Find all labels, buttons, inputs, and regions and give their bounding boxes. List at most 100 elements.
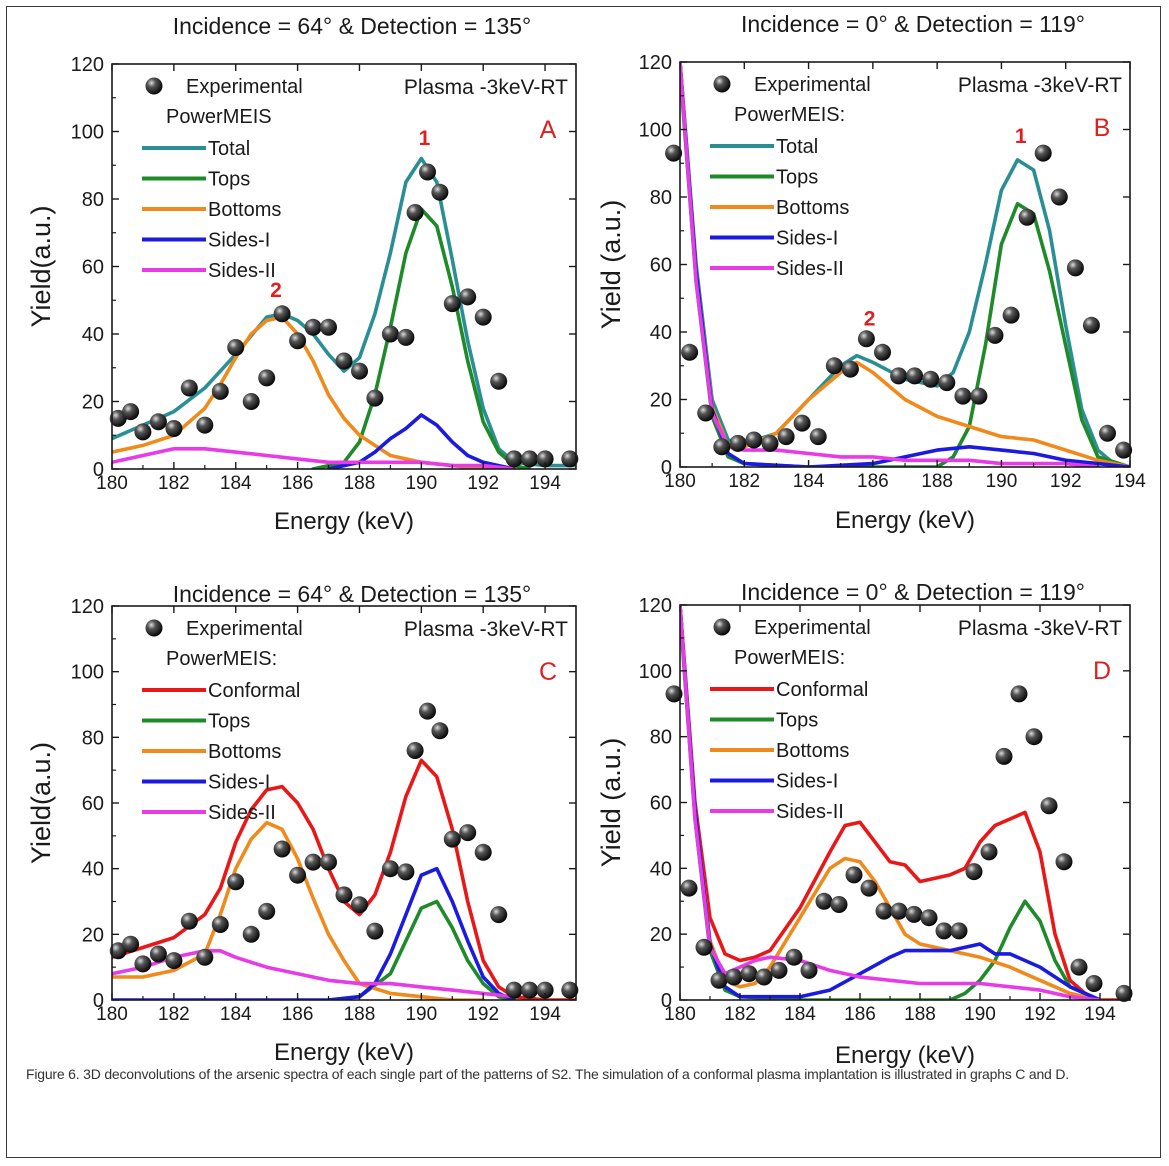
experimental-point	[809, 428, 827, 446]
legend-label-bottoms: Bottoms	[208, 199, 281, 221]
y-tick-label: 80	[650, 727, 672, 749]
experimental-point	[890, 367, 908, 385]
experimental-point	[745, 431, 763, 449]
x-tick-label: 194	[1114, 471, 1146, 492]
peak-label: 1	[1015, 125, 1027, 148]
experimental-point	[335, 352, 353, 370]
experimental-point	[830, 896, 848, 913]
experimental-point	[1099, 424, 1116, 442]
x-tick-label: 182	[728, 471, 760, 492]
y-tick-label: 0	[661, 990, 672, 1012]
chart-title: Incidence = 0° & Detection = 119°	[741, 11, 1085, 37]
experimental-point	[381, 325, 399, 343]
experimental-point	[505, 450, 523, 468]
x-tick-label: 192	[467, 1004, 499, 1025]
series-line-sides-ii	[112, 948, 516, 999]
experimental-point	[165, 952, 183, 970]
experimental-point	[874, 343, 891, 361]
experimental-point	[289, 866, 307, 884]
x-tick-label: 192	[1050, 471, 1082, 492]
experimental-point	[1050, 188, 1068, 206]
experimental-point	[180, 379, 198, 397]
experimental-point	[149, 945, 167, 963]
legend-experimental-label: Experimental	[754, 74, 871, 96]
experimental-point	[165, 420, 183, 437]
experimental-point	[258, 902, 276, 920]
chart-panel-b: Incidence = 0° & Detection = 119° 180 182 1…	[596, 11, 1146, 534]
x-tick-label: 184	[793, 471, 825, 492]
experimental-point	[366, 922, 384, 940]
chart-panel-a: Incidence = 64° & Detection = 135°180 182…	[26, 13, 579, 535]
legend-label-sides-i: Sides-I	[208, 230, 270, 252]
experimental-point	[815, 892, 833, 910]
x-axis-label: Energy (keV)	[835, 1042, 975, 1069]
x-tick-label: 180	[664, 471, 696, 492]
experimental-point	[351, 362, 368, 380]
legend-label-tops: Tops	[208, 169, 250, 191]
experimental-point	[777, 428, 795, 446]
x-tick-label: 192	[1024, 1004, 1056, 1025]
y-tick-label: 80	[82, 727, 104, 749]
x-tick-label: 194	[1084, 1004, 1116, 1025]
series-line-conformal	[680, 605, 1130, 1000]
experimental-point	[740, 965, 758, 983]
legend-label-tops: Tops	[208, 711, 250, 733]
x-tick-label: 184	[784, 1004, 816, 1025]
experimental-point	[536, 450, 554, 468]
y-tick-label: 120	[639, 52, 672, 74]
legend-label-bottoms: Bottoms	[776, 197, 849, 219]
series-line-sides-ii	[112, 446, 516, 469]
experimental-point	[536, 981, 554, 999]
x-tick-label: 186	[282, 1004, 314, 1025]
experimental-point	[710, 971, 728, 989]
experimental-point	[1115, 984, 1133, 1002]
experimental-point	[351, 896, 368, 914]
x-tick-label: 194	[529, 1004, 561, 1025]
legend-label-sides-ii: Sides-II	[208, 260, 276, 282]
legend-label-total: Total	[776, 136, 818, 158]
plasma-annotation: Plasma -3keV-RT	[404, 618, 568, 641]
experimental-point	[211, 382, 229, 400]
experimental-point	[845, 866, 863, 884]
experimental-point	[680, 879, 698, 897]
y-tick-label: 40	[82, 859, 104, 881]
y-tick-label: 100	[71, 662, 104, 684]
y-axis-label: Yield(a.u.)	[26, 742, 56, 864]
experimental-point	[695, 938, 713, 956]
plasma-annotation: Plasma -3keV-RT	[958, 74, 1122, 97]
legend-label-sides-ii: Sides-II	[776, 258, 844, 280]
x-tick-label: 182	[158, 1004, 190, 1025]
legend-group-label: PowerMEIS:	[734, 104, 845, 126]
x-tick-label: 184	[220, 1004, 252, 1025]
experimental-point	[729, 434, 747, 452]
experimental-point	[196, 948, 214, 966]
experimental-point	[242, 925, 260, 943]
panel-letter: B	[1094, 114, 1111, 142]
y-tick-label: 120	[71, 596, 104, 618]
experimental-point	[875, 902, 893, 920]
experimental-points	[109, 702, 579, 999]
experimental-point	[954, 387, 972, 405]
experimental-point	[1085, 975, 1103, 992]
experimental-point	[1066, 259, 1084, 277]
experimental-point	[149, 413, 167, 431]
experimental-point	[1055, 853, 1073, 871]
experimental-point	[905, 905, 923, 923]
experimental-point	[793, 414, 811, 432]
x-tick-label: 180	[96, 473, 128, 494]
legend-label-bottoms: Bottoms	[208, 741, 281, 763]
legend-experimental-label: Experimental	[754, 617, 871, 639]
experimental-point	[211, 916, 229, 933]
experimental-point	[406, 742, 424, 759]
legend-label-conformal: Conformal	[208, 680, 300, 702]
legend-label-conformal: Conformal	[776, 679, 868, 701]
experimental-point	[860, 879, 878, 897]
experimental-point	[490, 372, 508, 390]
experimental-point	[397, 863, 415, 881]
series-line-tops	[680, 609, 1102, 1000]
experimental-point	[419, 163, 436, 181]
experimental-points	[665, 144, 1133, 459]
series-group	[112, 758, 576, 1000]
legend-group-label: PowerMEIS:	[734, 647, 845, 669]
legend-experimental-marker	[713, 75, 731, 93]
